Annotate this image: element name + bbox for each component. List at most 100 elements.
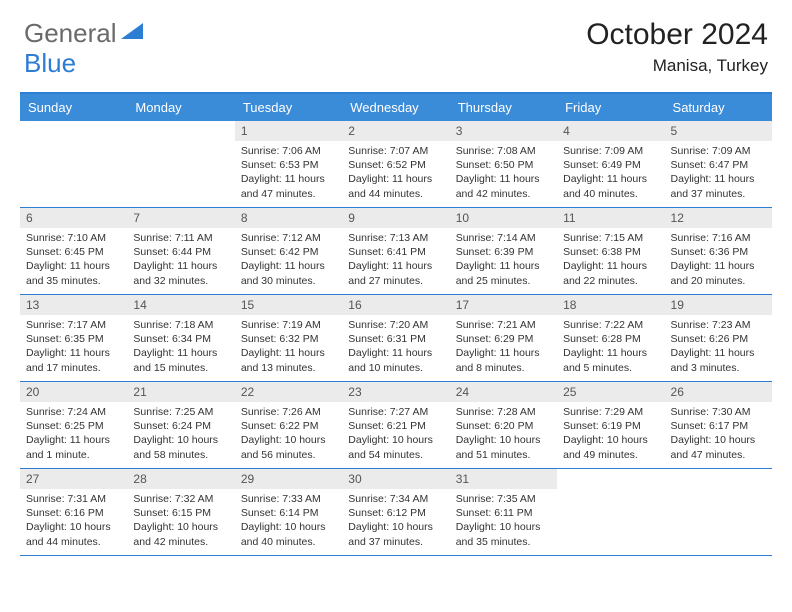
sunset-text: Sunset: 6:17 PM xyxy=(671,419,766,433)
day-cell: 12Sunrise: 7:16 AMSunset: 6:36 PMDayligh… xyxy=(665,208,772,294)
day-body: Sunrise: 7:11 AMSunset: 6:44 PMDaylight:… xyxy=(127,228,234,292)
day-cell: 9Sunrise: 7:13 AMSunset: 6:41 PMDaylight… xyxy=(342,208,449,294)
weeks-container: 1Sunrise: 7:06 AMSunset: 6:53 PMDaylight… xyxy=(20,121,772,556)
sunrise-text: Sunrise: 7:32 AM xyxy=(133,492,228,506)
day-cell: 16Sunrise: 7:20 AMSunset: 6:31 PMDayligh… xyxy=(342,295,449,381)
daylight-text: Daylight: 10 hours and 51 minutes. xyxy=(456,433,551,461)
logo: General xyxy=(24,18,145,49)
day-cell xyxy=(127,121,234,207)
day-number: 22 xyxy=(235,382,342,402)
sunrise-text: Sunrise: 7:13 AM xyxy=(348,231,443,245)
sunset-text: Sunset: 6:45 PM xyxy=(26,245,121,259)
day-number: 5 xyxy=(665,121,772,141)
day-body: Sunrise: 7:29 AMSunset: 6:19 PMDaylight:… xyxy=(557,402,664,466)
day-number: 4 xyxy=(557,121,664,141)
day-number: 20 xyxy=(20,382,127,402)
day-cell: 19Sunrise: 7:23 AMSunset: 6:26 PMDayligh… xyxy=(665,295,772,381)
day-number: 11 xyxy=(557,208,664,228)
daylight-text: Daylight: 11 hours and 40 minutes. xyxy=(563,172,658,200)
daylight-text: Daylight: 10 hours and 58 minutes. xyxy=(133,433,228,461)
sunrise-text: Sunrise: 7:35 AM xyxy=(456,492,551,506)
day-number xyxy=(557,469,664,475)
day-number: 2 xyxy=(342,121,449,141)
sunset-text: Sunset: 6:21 PM xyxy=(348,419,443,433)
sunset-text: Sunset: 6:19 PM xyxy=(563,419,658,433)
daylight-text: Daylight: 10 hours and 42 minutes. xyxy=(133,520,228,548)
sunset-text: Sunset: 6:24 PM xyxy=(133,419,228,433)
day-body: Sunrise: 7:34 AMSunset: 6:12 PMDaylight:… xyxy=(342,489,449,553)
logo-triangle-icon xyxy=(121,21,143,46)
day-number: 23 xyxy=(342,382,449,402)
day-number: 14 xyxy=(127,295,234,315)
sunrise-text: Sunrise: 7:31 AM xyxy=(26,492,121,506)
header: General October 2024 Manisa, Turkey xyxy=(0,0,792,84)
day-number: 12 xyxy=(665,208,772,228)
logo-blue-row: Blue xyxy=(24,48,76,79)
sunset-text: Sunset: 6:31 PM xyxy=(348,332,443,346)
sunset-text: Sunset: 6:42 PM xyxy=(241,245,336,259)
daylight-text: Daylight: 11 hours and 37 minutes. xyxy=(671,172,766,200)
sunrise-text: Sunrise: 7:26 AM xyxy=(241,405,336,419)
day-body: Sunrise: 7:32 AMSunset: 6:15 PMDaylight:… xyxy=(127,489,234,553)
sunrise-text: Sunrise: 7:28 AM xyxy=(456,405,551,419)
day-cell: 10Sunrise: 7:14 AMSunset: 6:39 PMDayligh… xyxy=(450,208,557,294)
daylight-text: Daylight: 10 hours and 49 minutes. xyxy=(563,433,658,461)
day-cell: 7Sunrise: 7:11 AMSunset: 6:44 PMDaylight… xyxy=(127,208,234,294)
sunrise-text: Sunrise: 7:15 AM xyxy=(563,231,658,245)
day-body: Sunrise: 7:15 AMSunset: 6:38 PMDaylight:… xyxy=(557,228,664,292)
day-cell: 2Sunrise: 7:07 AMSunset: 6:52 PMDaylight… xyxy=(342,121,449,207)
day-body: Sunrise: 7:18 AMSunset: 6:34 PMDaylight:… xyxy=(127,315,234,379)
day-number: 26 xyxy=(665,382,772,402)
day-number: 6 xyxy=(20,208,127,228)
day-body: Sunrise: 7:33 AMSunset: 6:14 PMDaylight:… xyxy=(235,489,342,553)
sunset-text: Sunset: 6:32 PM xyxy=(241,332,336,346)
day-cell: 26Sunrise: 7:30 AMSunset: 6:17 PMDayligh… xyxy=(665,382,772,468)
day-number: 21 xyxy=(127,382,234,402)
day-cell: 27Sunrise: 7:31 AMSunset: 6:16 PMDayligh… xyxy=(20,469,127,555)
day-number: 29 xyxy=(235,469,342,489)
day-number: 9 xyxy=(342,208,449,228)
day-body: Sunrise: 7:24 AMSunset: 6:25 PMDaylight:… xyxy=(20,402,127,466)
day-body: Sunrise: 7:21 AMSunset: 6:29 PMDaylight:… xyxy=(450,315,557,379)
sunrise-text: Sunrise: 7:22 AM xyxy=(563,318,658,332)
day-cell: 6Sunrise: 7:10 AMSunset: 6:45 PMDaylight… xyxy=(20,208,127,294)
week-row: 6Sunrise: 7:10 AMSunset: 6:45 PMDaylight… xyxy=(20,208,772,295)
daylight-text: Daylight: 11 hours and 5 minutes. xyxy=(563,346,658,374)
daylight-text: Daylight: 11 hours and 13 minutes. xyxy=(241,346,336,374)
sunset-text: Sunset: 6:28 PM xyxy=(563,332,658,346)
sunset-text: Sunset: 6:52 PM xyxy=(348,158,443,172)
sunset-text: Sunset: 6:16 PM xyxy=(26,506,121,520)
day-number: 8 xyxy=(235,208,342,228)
sunset-text: Sunset: 6:11 PM xyxy=(456,506,551,520)
day-cell: 1Sunrise: 7:06 AMSunset: 6:53 PMDaylight… xyxy=(235,121,342,207)
daylight-text: Daylight: 11 hours and 15 minutes. xyxy=(133,346,228,374)
day-body: Sunrise: 7:20 AMSunset: 6:31 PMDaylight:… xyxy=(342,315,449,379)
day-cell: 25Sunrise: 7:29 AMSunset: 6:19 PMDayligh… xyxy=(557,382,664,468)
day-cell: 15Sunrise: 7:19 AMSunset: 6:32 PMDayligh… xyxy=(235,295,342,381)
sunrise-text: Sunrise: 7:18 AM xyxy=(133,318,228,332)
day-cell: 23Sunrise: 7:27 AMSunset: 6:21 PMDayligh… xyxy=(342,382,449,468)
day-number: 30 xyxy=(342,469,449,489)
day-number xyxy=(127,121,234,127)
sunrise-text: Sunrise: 7:25 AM xyxy=(133,405,228,419)
sunset-text: Sunset: 6:50 PM xyxy=(456,158,551,172)
sunrise-text: Sunrise: 7:23 AM xyxy=(671,318,766,332)
day-body: Sunrise: 7:27 AMSunset: 6:21 PMDaylight:… xyxy=(342,402,449,466)
day-body: Sunrise: 7:13 AMSunset: 6:41 PMDaylight:… xyxy=(342,228,449,292)
day-header: Saturday xyxy=(665,94,772,121)
day-header: Tuesday xyxy=(235,94,342,121)
location: Manisa, Turkey xyxy=(586,56,768,76)
daylight-text: Daylight: 10 hours and 56 minutes. xyxy=(241,433,336,461)
sunrise-text: Sunrise: 7:33 AM xyxy=(241,492,336,506)
daylight-text: Daylight: 11 hours and 20 minutes. xyxy=(671,259,766,287)
day-cell: 18Sunrise: 7:22 AMSunset: 6:28 PMDayligh… xyxy=(557,295,664,381)
calendar: SundayMondayTuesdayWednesdayThursdayFrid… xyxy=(20,92,772,556)
sunset-text: Sunset: 6:20 PM xyxy=(456,419,551,433)
sunrise-text: Sunrise: 7:29 AM xyxy=(563,405,658,419)
day-cell: 4Sunrise: 7:09 AMSunset: 6:49 PMDaylight… xyxy=(557,121,664,207)
week-row: 1Sunrise: 7:06 AMSunset: 6:53 PMDaylight… xyxy=(20,121,772,208)
daylight-text: Daylight: 11 hours and 10 minutes. xyxy=(348,346,443,374)
day-body: Sunrise: 7:23 AMSunset: 6:26 PMDaylight:… xyxy=(665,315,772,379)
sunrise-text: Sunrise: 7:07 AM xyxy=(348,144,443,158)
day-cell: 29Sunrise: 7:33 AMSunset: 6:14 PMDayligh… xyxy=(235,469,342,555)
